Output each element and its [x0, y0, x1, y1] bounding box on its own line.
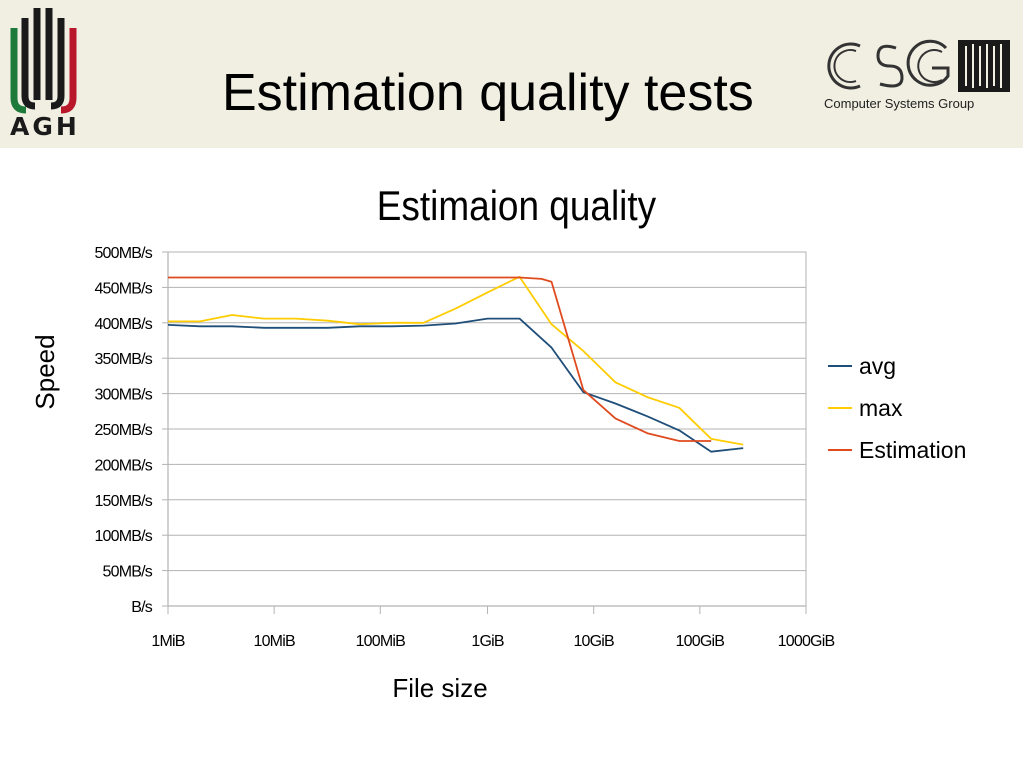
- y-tick-label: 300MB/s: [94, 387, 152, 404]
- x-axis-title: File size: [392, 673, 487, 703]
- x-tick-label: 1MiB: [151, 633, 184, 650]
- y-axis-ticks: B/s 50MB/s 100MB/s 150MB/s 200MB/s 250MB/s 300…: [94, 245, 168, 616]
- y-tick-label: 500MB/s: [94, 245, 152, 262]
- legend-label: Estimation: [859, 437, 966, 463]
- agh-logo: [10, 8, 77, 114]
- y-tick-label: 100MB/s: [94, 528, 152, 545]
- legend-label: max: [859, 395, 903, 421]
- x-tick-label: 1000GiB: [778, 633, 835, 650]
- y-tick-label: 400MB/s: [94, 316, 152, 333]
- csg-logo-subtitle: Computer Systems Group: [824, 96, 975, 111]
- x-axis-ticks: 1MiB 10MiB 100MiB 1GiB 10GiB 100GiB 1000GiB: [151, 606, 835, 650]
- legend-label: avg: [859, 353, 896, 379]
- x-tick-label: 100GiB: [676, 633, 725, 650]
- y-tick-label: 350MB/s: [94, 351, 152, 368]
- y-tick-label: 200MB/s: [94, 457, 152, 474]
- chart-grid: [167, 251, 807, 607]
- chart-title-text: Estimaion quality: [376, 182, 656, 229]
- x-tick-label: 10GiB: [573, 633, 614, 650]
- slide-header: AGH Estimation quality tests Computer Sy…: [0, 0, 1023, 148]
- csg-logo: [827, 39, 1010, 92]
- series-line-avg: [167, 317, 744, 453]
- chart-series: [167, 275, 744, 453]
- y-tick-label: 250MB/s: [94, 422, 152, 439]
- slide-title: Estimation quality tests: [222, 64, 754, 122]
- x-tick-label: 1GiB: [471, 633, 503, 650]
- y-tick-label: B/s: [131, 599, 153, 616]
- y-tick-label: 150MB/s: [94, 493, 152, 510]
- chart-legend: avg max Estimation: [828, 353, 966, 463]
- y-tick-label: 450MB/s: [94, 280, 152, 297]
- chart-title: Estimaion quality: [0, 182, 1023, 230]
- series-line-estimation: [168, 276, 712, 442]
- series-line-max: [168, 275, 744, 446]
- y-tick-label: 50MB/s: [103, 564, 153, 581]
- x-tick-label: 10MiB: [253, 633, 294, 650]
- x-tick-label: 100MiB: [356, 633, 406, 650]
- y-axis-title: Speed: [30, 334, 60, 409]
- agh-logo-text: AGH: [10, 112, 80, 141]
